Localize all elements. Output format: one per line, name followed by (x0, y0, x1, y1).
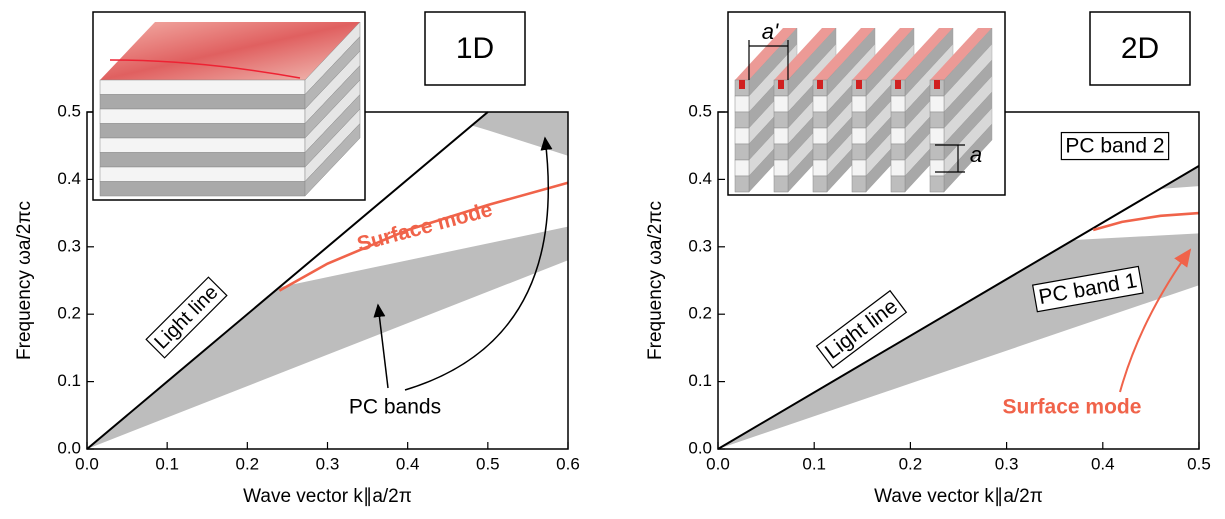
panel-label: 1D (456, 32, 494, 65)
pillar-front (891, 160, 905, 176)
pillar-front (891, 128, 905, 144)
annotation: Surface mode (1003, 396, 1142, 419)
pillar-front (735, 112, 749, 128)
annotation-text: Light line (150, 281, 222, 353)
y-tick-label: 0.4 (57, 169, 81, 188)
pillar-core (739, 80, 745, 89)
x-tick-label: 0.2 (236, 454, 260, 473)
pillar-front (774, 112, 788, 128)
pillar-front (774, 176, 788, 192)
y-tick-label: 0.2 (57, 304, 81, 323)
pillar-core (817, 80, 823, 89)
pillar-front (774, 144, 788, 160)
pillar-front (813, 144, 827, 160)
series-line (1093, 213, 1199, 230)
y-tick-label: 0.0 (57, 438, 81, 457)
y-tick-label: 0.5 (688, 101, 712, 120)
pillar-front (891, 144, 905, 160)
pillar-front (813, 160, 827, 176)
pillar-front (774, 128, 788, 144)
inset-layer (100, 182, 305, 197)
inset-1d (93, 12, 365, 200)
pillar-front (852, 160, 866, 176)
x-tick-label: 0.4 (396, 454, 420, 473)
x-tick-label: 0.6 (556, 454, 580, 473)
pillar-front (891, 112, 905, 128)
pillar-front (813, 176, 827, 192)
inset-layer (100, 124, 305, 139)
y-axis-label: Frequency ωa/2πc (645, 201, 666, 360)
pillar-core (934, 80, 940, 89)
pillar-front (852, 176, 866, 192)
x-tick-label: 0.1 (802, 454, 826, 473)
pillar-front (813, 128, 827, 144)
pillar-front (774, 96, 788, 112)
x-tick-label: 0.3 (316, 454, 340, 473)
pillar-core (778, 80, 784, 89)
pillar-front (852, 128, 866, 144)
pillar-front (930, 128, 944, 144)
pillar-front (852, 112, 866, 128)
pillar-front (891, 176, 905, 192)
inset-layer (100, 109, 305, 124)
pillar-front (930, 96, 944, 112)
inset-2d: a' a (728, 12, 1005, 195)
band (472, 112, 568, 156)
y-tick-label: 0.1 (688, 371, 712, 390)
inset-layer (100, 138, 305, 153)
pillar-front (735, 176, 749, 192)
x-tick-label: 0.4 (1091, 454, 1115, 473)
pillar-front (735, 144, 749, 160)
y-tick-label: 0.0 (688, 438, 712, 457)
pillar-front (813, 96, 827, 112)
inset-layer (100, 167, 305, 182)
pillar-front (852, 96, 866, 112)
x-tick-label: 0.5 (476, 454, 500, 473)
y-axis-label: Frequency ωa/2πc (14, 201, 35, 360)
x-axis-label: Wave vector k∥a/2π (243, 486, 412, 507)
inset-layer (100, 153, 305, 168)
page: 0.0 0.1 0.2 0.3 0.4 0.5 0.6 0.0 0.1 0.2 0.3 0.4 0.5 W… (0, 0, 1225, 519)
y-tick-label: 0.2 (688, 304, 712, 323)
pillar-front (735, 96, 749, 112)
annotation-text: PC bands (349, 396, 441, 419)
inset-label: a' (762, 19, 779, 44)
inset-layer (100, 95, 305, 110)
inset-layer (100, 80, 305, 95)
panel-label: 2D (1121, 32, 1159, 65)
pillar-front (735, 160, 749, 176)
y-tick-label: 0.1 (57, 371, 81, 390)
figure: 0.0 0.1 0.2 0.3 0.4 0.5 0.6 0.0 0.1 0.2 0.3 0.4 0.5 W… (0, 0, 1225, 514)
pillar-core (895, 80, 901, 89)
pillar-front (930, 144, 944, 160)
pillar-front (774, 160, 788, 176)
pillar-front (735, 128, 749, 144)
x-tick-label: 0.5 (1187, 454, 1211, 473)
y-tick-label: 0.4 (688, 169, 712, 188)
x-tick-label: 0.3 (995, 454, 1019, 473)
annotation-text: PC band 2 (1065, 135, 1164, 158)
pillar-front (813, 112, 827, 128)
pillar-front (891, 96, 905, 112)
pillar-front (852, 144, 866, 160)
x-axis-label: Wave vector k∥a/2π (874, 486, 1043, 507)
x-tick-label: 0.2 (899, 454, 923, 473)
annotation: PC bands (349, 396, 441, 419)
annotation: PC band 2 (1061, 133, 1168, 160)
y-tick-label: 0.3 (57, 236, 81, 255)
pillar-front (930, 112, 944, 128)
pillar-front (930, 160, 944, 176)
pillar-core (856, 80, 862, 89)
y-tick-label: 0.5 (57, 101, 81, 120)
pillar-front (930, 176, 944, 192)
y-tick-label: 0.3 (688, 236, 712, 255)
inset-label: a (970, 142, 982, 167)
annotation-text: Surface mode (1003, 396, 1142, 419)
x-tick-label: 0.1 (155, 454, 179, 473)
